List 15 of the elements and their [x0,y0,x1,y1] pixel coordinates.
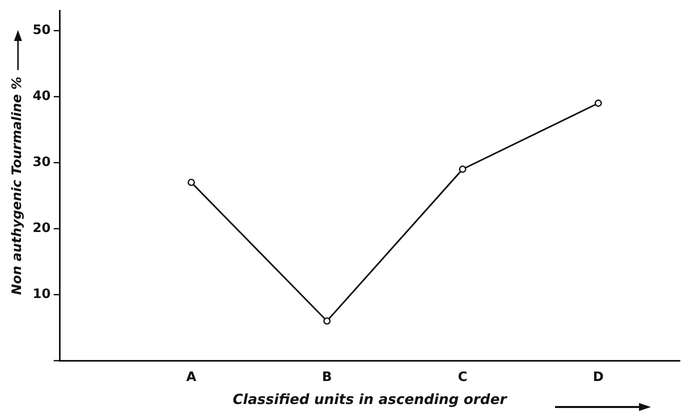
x-tick-label: A [186,370,196,385]
point [458,166,466,173]
y-tick-label: 40 [32,88,51,104]
y-tick-label: 10 [32,286,51,302]
x-axis-title: Classified units in ascending order [232,392,508,408]
x-tick-label: C [458,370,468,385]
x-tick-label: D [592,370,604,385]
y-axis-title: Non authygenic Tourmaline % [10,76,26,295]
y-tick-label: 50 [32,22,51,38]
point [594,100,602,107]
point [323,317,331,325]
y-tick-label: 20 [32,220,51,236]
y-tick-label: 30 [32,154,51,170]
point [188,178,195,186]
x-tick-label: B [322,370,332,385]
